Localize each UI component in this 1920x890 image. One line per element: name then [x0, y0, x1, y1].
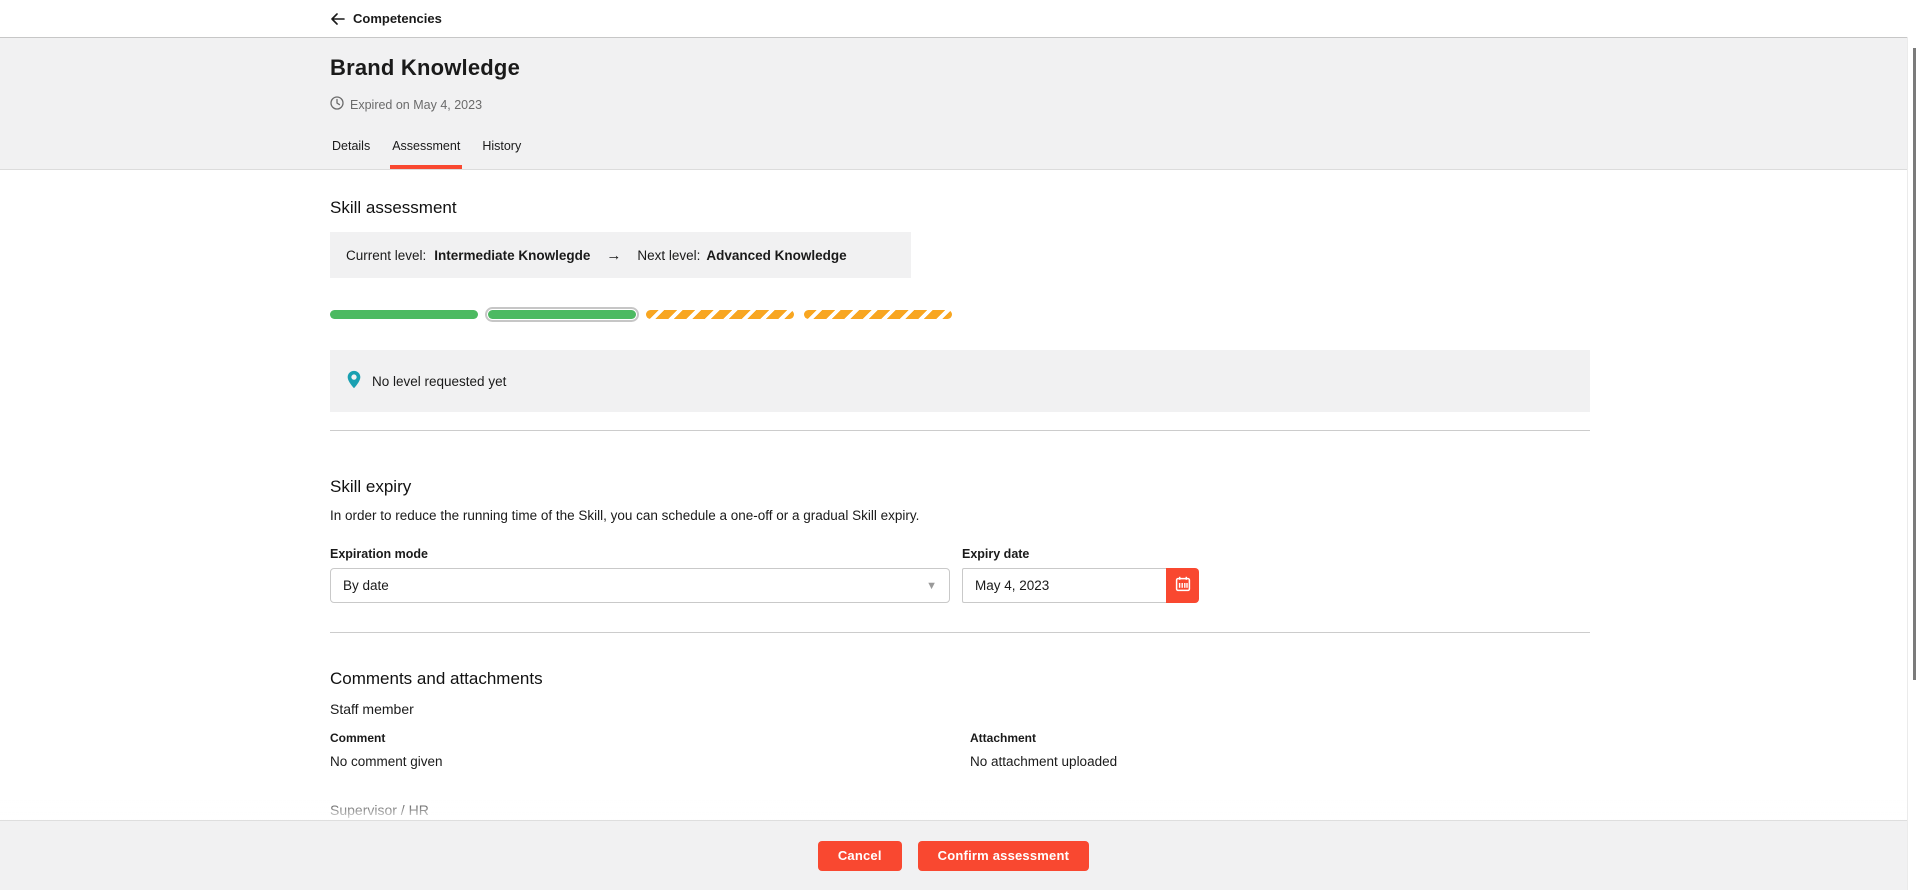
tab-history[interactable]: History — [482, 139, 522, 153]
skill-assessment-heading: Skill assessment — [330, 198, 457, 217]
confirm-assessment-button[interactable]: Confirm assessment — [917, 840, 1090, 871]
skill-expiry-heading: Skill expiry — [330, 477, 412, 496]
tab-bar: Details Assessment History — [330, 139, 523, 169]
current-level-box: Current level: Intermediate Knowlegde → … — [330, 232, 911, 278]
level-bar-2-current[interactable] — [488, 310, 636, 319]
next-level-value: Advanced Knowledge — [706, 247, 847, 263]
tab-details[interactable]: Details — [332, 139, 371, 153]
expired-status: Expired on May 4, 2023 — [330, 96, 1920, 113]
calendar-icon — [1175, 576, 1191, 595]
expiry-date-label: Expiry date — [962, 547, 1030, 561]
expiration-mode-value: By date — [343, 578, 389, 593]
supervisor-hr-subheading: Supervisor / HR — [330, 802, 429, 818]
level-bar-3-pending[interactable] — [646, 310, 794, 319]
cancel-button[interactable]: Cancel — [817, 840, 902, 871]
chevron-down-icon: ▼ — [926, 579, 937, 592]
clock-icon — [330, 96, 344, 113]
staff-comment-value: No comment given — [330, 754, 443, 769]
level-bar-4-pending[interactable] — [804, 310, 952, 319]
section-divider — [330, 430, 1590, 431]
main-content: Skill assessment Current level: Intermed… — [0, 170, 1907, 846]
back-to-competencies-link[interactable]: Competencies — [330, 11, 442, 26]
scrollbar-thumb[interactable] — [1913, 48, 1916, 680]
expiration-mode-select[interactable]: By date ▼ — [330, 568, 950, 603]
staff-attachment-value: No attachment uploaded — [970, 754, 1118, 769]
next-level-label: Next level: — [637, 247, 701, 263]
topbar: Competencies — [0, 0, 1920, 37]
expiry-date-field: Expiry date — [962, 547, 1199, 603]
comments-attachments-heading: Comments and attachments — [330, 669, 543, 688]
expiry-date-input[interactable] — [962, 568, 1166, 603]
no-level-text: No level requested yet — [372, 373, 507, 389]
tab-assessment[interactable]: Assessment — [390, 139, 463, 169]
staff-member-subheading: Staff member — [330, 701, 414, 717]
skill-expiry-description: In order to reduce the running time of t… — [330, 508, 920, 523]
map-pin-icon — [346, 370, 362, 392]
back-arrow-icon — [330, 12, 345, 25]
staff-comment-row: Comment Attachment No comment given No a… — [330, 717, 1590, 769]
section-divider — [330, 632, 1590, 633]
no-level-requested-box: No level requested yet — [330, 350, 1590, 412]
page-header: Brand Knowledge Expired on May 4, 2023 D… — [0, 37, 1920, 170]
footer-action-bar: Cancel Confirm assessment — [0, 820, 1907, 890]
calendar-picker-button[interactable] — [1166, 568, 1199, 603]
back-link-label: Competencies — [353, 11, 442, 26]
current-level-value: Intermediate Knowlegde — [434, 247, 591, 263]
level-progress-bars — [330, 310, 952, 319]
staff-comment-label: Comment — [330, 731, 386, 745]
scrollbar-track[interactable] — [1907, 37, 1920, 890]
expiration-mode-label: Expiration mode — [330, 547, 428, 561]
current-level-label: Current level: — [346, 247, 427, 263]
expiration-mode-field: Expiration mode By date ▼ — [330, 547, 950, 603]
page-title: Brand Knowledge — [330, 55, 521, 80]
expiry-form-row: Expiration mode By date ▼ Expiry date — [330, 547, 1590, 603]
level-arrow-icon: → — [606, 246, 622, 264]
staff-attachment-label: Attachment — [970, 731, 1037, 745]
expired-text: Expired on May 4, 2023 — [350, 97, 483, 112]
level-bar-1-achieved[interactable] — [330, 310, 478, 319]
